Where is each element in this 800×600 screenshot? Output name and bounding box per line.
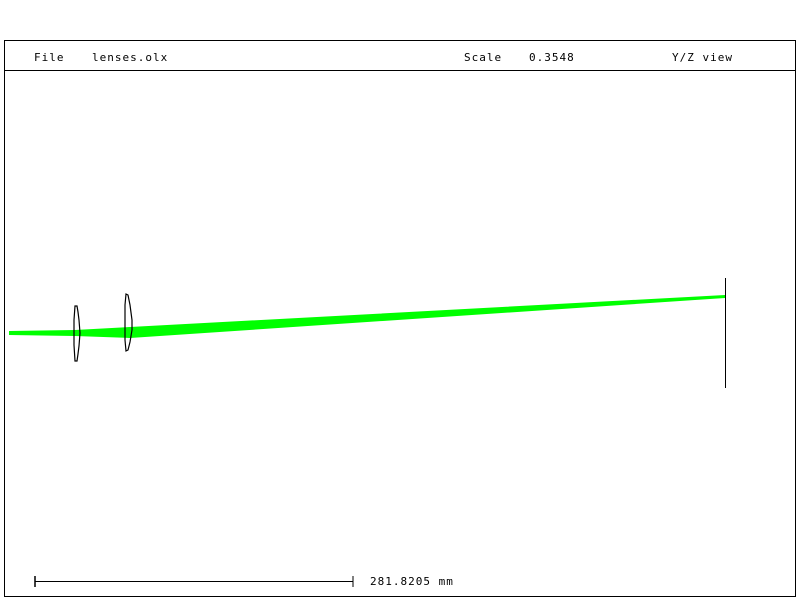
file-name: lenses.olx — [92, 51, 168, 64]
ray-bundle — [9, 295, 725, 338]
scale-bar-label: 281.8205 mm — [370, 575, 454, 588]
lens-1 — [73, 305, 81, 362]
scale-value: 0.3548 — [529, 51, 575, 64]
plot-frame — [4, 40, 796, 597]
lens-2 — [124, 293, 133, 352]
file-label: File — [34, 51, 65, 64]
scale-label: Scale — [464, 51, 502, 64]
view-label: Y/Z view — [672, 51, 733, 64]
